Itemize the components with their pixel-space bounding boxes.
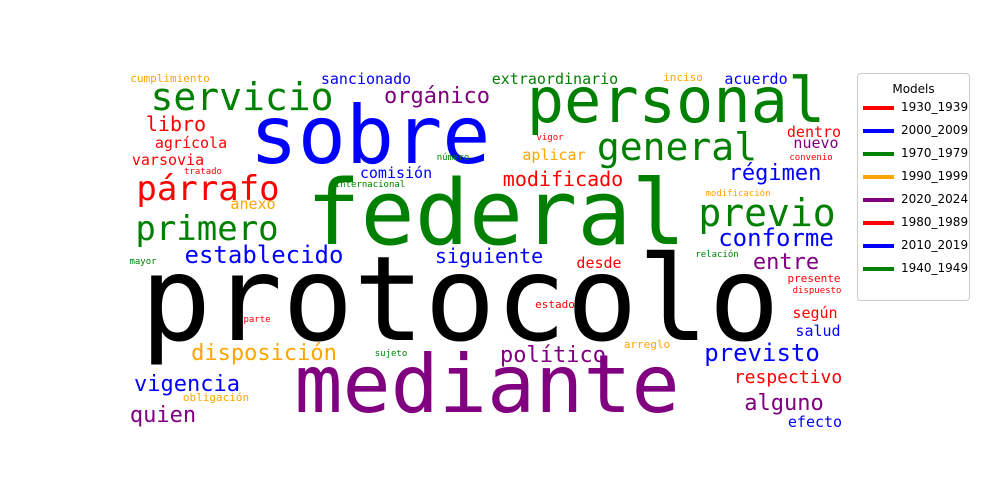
legend-title: Models — [892, 82, 935, 96]
word-53: arreglo — [624, 338, 670, 351]
legend-label: 2020_2024 — [901, 192, 969, 206]
word-42: convenio — [789, 153, 832, 163]
word-25: sancionado — [321, 70, 411, 88]
word-49: presente — [788, 272, 841, 285]
legend-item: 1930_1939 — [858, 98, 969, 121]
word-5: servicio — [150, 75, 333, 119]
legend-swatch — [863, 198, 894, 202]
word-7: previo — [698, 191, 835, 235]
word-47: relación — [695, 249, 738, 260]
word-4: personal — [527, 64, 826, 137]
legend-swatch — [863, 152, 894, 156]
word-34: desde — [576, 254, 621, 272]
word-16: quien — [130, 403, 196, 428]
word-30: agrícola — [155, 134, 227, 152]
word-43: número — [437, 153, 470, 163]
legend-swatch — [863, 106, 894, 110]
word-41: vigor — [536, 133, 564, 143]
word-56: · — [457, 345, 470, 370]
word-10: establecido — [185, 241, 344, 269]
word-52: parte — [243, 315, 270, 325]
legend-item: 1940_1949 — [858, 259, 969, 282]
legend-label: 1990_1999 — [901, 169, 969, 183]
legend-swatch — [863, 129, 894, 133]
legend-label: 1970_1979 — [901, 146, 969, 160]
word-26: extraordinario — [492, 70, 618, 88]
word-13: político — [500, 343, 606, 368]
word-29: comisión — [360, 164, 432, 182]
word-48: mayor — [129, 257, 157, 267]
legend-item: 1970_1979 — [858, 144, 969, 167]
word-18: orgánico — [384, 84, 490, 109]
legend-item: 1990_1999 — [858, 167, 969, 190]
legend-label: 1930_1939 — [901, 100, 969, 114]
word-35: salud — [795, 322, 840, 340]
word-17: alguno — [744, 391, 823, 416]
legend-swatch — [863, 267, 894, 271]
word-37: efecto — [788, 413, 842, 431]
legend-item: 1980_1989 — [858, 213, 969, 236]
legend-label: 2000_2009 — [901, 123, 969, 137]
word-24: respectivo — [734, 367, 842, 388]
word-20: entre — [753, 250, 819, 275]
word-2: federal — [306, 161, 685, 266]
word-36: según — [792, 304, 837, 322]
legend-swatch — [863, 244, 894, 248]
legend-swatch — [863, 175, 894, 179]
word-27: acuerdo — [724, 70, 787, 88]
word-55: obligación — [183, 391, 249, 404]
legend-label: 1980_1989 — [901, 215, 969, 229]
word-31: varsovia — [132, 151, 204, 169]
word-14: disposición — [191, 341, 337, 366]
legend: Models 1930_1939 2000_2009 1970_1979 1990_1… — [857, 73, 970, 301]
word-54: sujeto — [375, 349, 408, 359]
word-0: protocolo — [140, 230, 779, 368]
word-6: general — [597, 125, 757, 169]
word-50: dispuesto — [793, 286, 842, 296]
word-46: modificación — [705, 188, 770, 199]
legend-item: 2010_2019 — [858, 236, 969, 259]
word-11: conforme — [718, 224, 834, 252]
word-44: tratado — [184, 167, 222, 177]
word-22: siguiente — [435, 244, 543, 268]
legend-label: 1940_1949 — [901, 261, 969, 275]
legend-item: 2020_2024 — [858, 190, 969, 213]
word-28: aplicar — [522, 146, 585, 164]
word-38: anexo — [230, 195, 275, 213]
word-9: primero — [135, 209, 278, 249]
word-39: cumplimiento — [130, 72, 209, 85]
word-33: dentro — [787, 123, 841, 141]
word-19: régimen — [729, 161, 822, 186]
legend-label: 2010_2019 — [901, 238, 969, 252]
word-15: vigencia — [134, 372, 240, 397]
word-51: estado — [535, 298, 575, 311]
legend-item: 2000_2009 — [858, 121, 969, 144]
word-32: nuevo — [793, 134, 838, 152]
legend-swatch — [863, 221, 894, 225]
word-40: inciso — [663, 71, 703, 84]
word-1: mediante — [294, 338, 679, 431]
word-23: libro — [146, 112, 206, 136]
word-12: previsto — [704, 339, 820, 367]
word-21: modificado — [503, 167, 623, 191]
word-3: sobre — [250, 89, 491, 182]
word-45: internacional — [335, 180, 405, 190]
word-8: párrafo — [136, 169, 279, 209]
